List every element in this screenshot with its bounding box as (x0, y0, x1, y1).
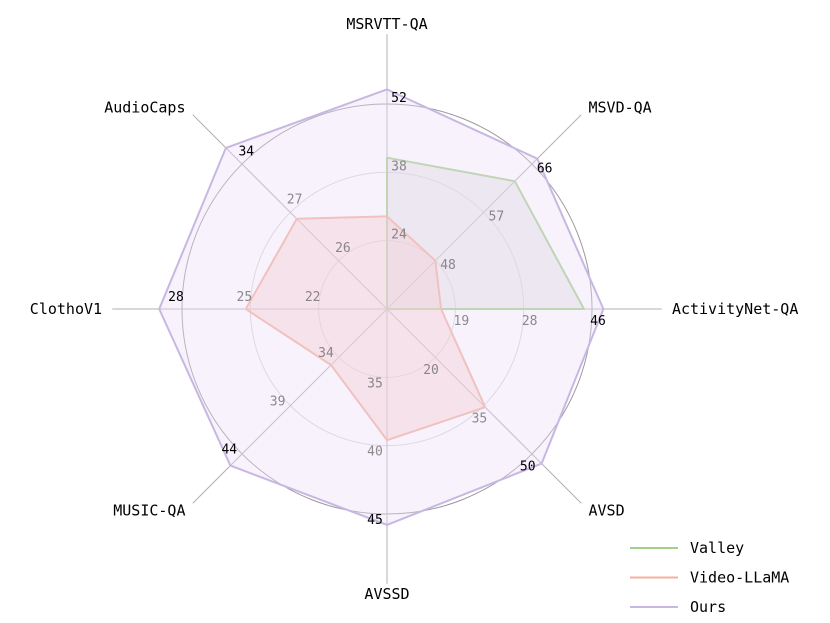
tick-label: 44 (221, 443, 237, 458)
tick-label: 38 (391, 159, 407, 174)
radar-series (158, 88, 605, 526)
axis-label: AVSSD (364, 585, 409, 603)
tick-label: 20 (423, 363, 439, 378)
tick-label: 34 (238, 144, 254, 159)
radar-axis-labels: MSRVTT-QA MSVD-QA ActivityNet-QA AVSD AVSSD M… (30, 15, 799, 603)
axis-label: MSVD-QA (588, 99, 651, 117)
tick-label: 52 (391, 91, 407, 106)
tick-label: 25 (237, 290, 253, 305)
tick-label: 45 (367, 513, 383, 528)
series-video-llama (244, 215, 487, 442)
tick-label: 22 (305, 290, 321, 305)
axis-label: MUSIC-QA (113, 501, 185, 519)
tick-label: 28 (168, 290, 184, 305)
legend-label: Video-LLaMA (690, 569, 789, 587)
tick-label: 57 (489, 210, 505, 225)
axis-spoke (192, 308, 388, 504)
axis-label: AudioCaps (104, 99, 185, 117)
tick-label: 39 (270, 394, 286, 409)
axis-label: ActivityNet-QA (672, 300, 798, 318)
tick-label: 48 (440, 258, 456, 273)
legend-label: Ours (690, 598, 726, 616)
axis-spoke (192, 114, 388, 310)
tick-label: 35 (367, 376, 383, 391)
tick-label: 50 (520, 460, 536, 475)
tick-label: 24 (391, 228, 407, 243)
tick-label: 34 (318, 346, 334, 361)
tick-label: 40 (367, 445, 383, 460)
tick-label: 19 (454, 314, 470, 329)
axis-label: ClothoV1 (30, 300, 102, 318)
tick-label: 46 (590, 314, 606, 329)
tick-label: 27 (287, 193, 303, 208)
radar-tick-labels: 24 38 52 48 57 66 19 28 46 20 35 50 35 40 45 34 39 44 22 25… (168, 91, 606, 528)
legend-label: Valley (690, 539, 744, 557)
tick-label: 35 (472, 411, 488, 426)
axis-label: AVSD (588, 501, 624, 519)
tick-label: 66 (537, 161, 553, 176)
series-ours (158, 88, 605, 526)
tick-label: 28 (522, 314, 538, 329)
tick-label: 26 (335, 241, 351, 256)
legend: Valley Video-LLaMA Ours (630, 539, 789, 616)
axis-label: MSRVTT-QA (346, 15, 427, 33)
axis-spoke (386, 114, 582, 310)
